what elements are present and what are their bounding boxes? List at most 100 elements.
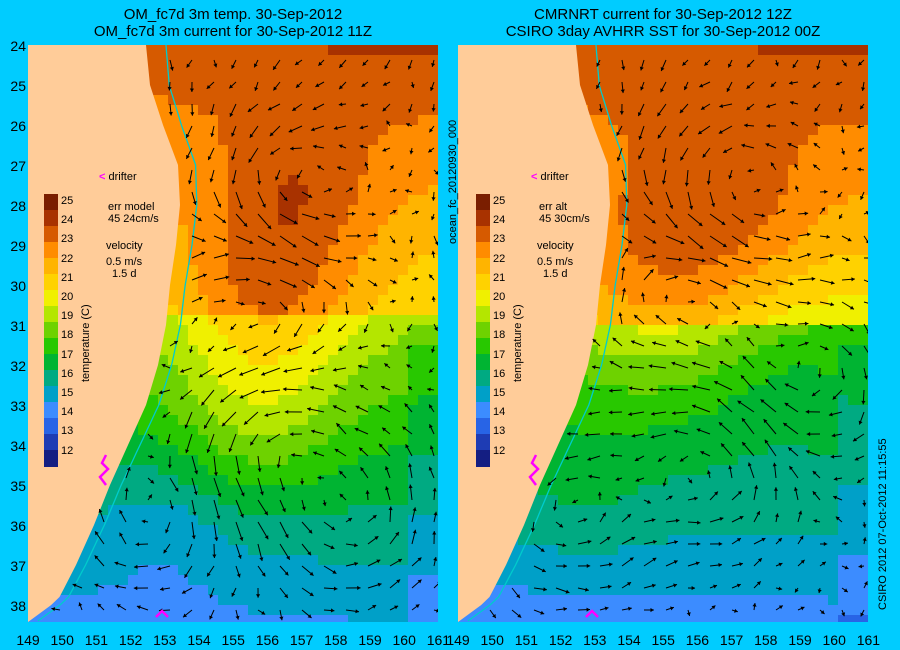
current-arrowhead xyxy=(186,553,191,558)
sst-cell xyxy=(188,175,199,186)
sst-cell xyxy=(208,335,219,346)
sst-cell xyxy=(208,465,219,476)
current-arrowhead xyxy=(114,584,119,589)
sst-cell xyxy=(278,245,289,256)
sst-cell xyxy=(808,475,819,486)
sst-cell xyxy=(368,185,379,196)
sst-cell xyxy=(788,145,799,156)
sst-cell xyxy=(248,265,259,276)
sst-cell xyxy=(768,485,779,496)
sst-cell xyxy=(658,325,669,336)
sst-cell xyxy=(398,615,409,622)
sst-cell xyxy=(228,555,239,566)
sst-cell xyxy=(638,355,649,366)
sst-cell xyxy=(288,375,299,386)
sst-cell xyxy=(338,215,349,226)
sst-cell xyxy=(208,485,219,496)
sst-cell xyxy=(208,95,219,106)
sst-cell xyxy=(328,375,339,386)
sst-cell xyxy=(618,305,629,316)
sst-cell xyxy=(728,465,739,476)
sst-cell xyxy=(168,335,179,346)
sst-cell xyxy=(228,85,239,96)
sst-cell xyxy=(308,165,319,176)
sst-cell xyxy=(248,175,259,186)
sst-cell xyxy=(228,585,239,596)
sst-cell xyxy=(658,145,669,156)
sst-cell xyxy=(198,495,209,506)
current-arrowhead xyxy=(308,194,313,198)
current-arrowhead xyxy=(389,328,394,333)
sst-cell xyxy=(698,445,709,456)
sst-cell xyxy=(368,305,379,316)
sst-cell xyxy=(758,175,769,186)
sst-cell xyxy=(198,65,209,76)
current-arrowhead xyxy=(223,347,228,352)
sst-cell xyxy=(708,355,719,366)
sst-cell xyxy=(378,245,389,256)
sst-cell xyxy=(768,55,779,66)
sst-cell xyxy=(208,405,219,416)
sst-cell xyxy=(848,305,859,316)
sst-cell xyxy=(328,315,339,326)
sst-cell xyxy=(628,435,639,446)
sst-cell xyxy=(198,205,209,216)
sst-cell xyxy=(238,455,249,466)
sst-cell xyxy=(258,205,269,216)
sst-cell xyxy=(578,445,589,456)
sst-cell xyxy=(188,215,199,226)
sst-cell xyxy=(628,445,639,456)
sst-cell xyxy=(288,165,299,176)
sst-cell xyxy=(788,445,799,456)
sst-cell xyxy=(858,295,868,306)
sst-cell xyxy=(188,165,199,176)
sst-cell xyxy=(148,525,159,536)
sst-cell xyxy=(278,315,289,326)
sst-cell xyxy=(808,135,819,146)
sst-cell xyxy=(368,115,379,126)
sst-cell xyxy=(818,55,829,66)
sst-cell xyxy=(168,525,179,536)
sst-cell xyxy=(278,285,289,296)
sst-cell xyxy=(298,85,309,96)
sst-cell xyxy=(58,595,69,606)
sst-cell xyxy=(818,475,829,486)
sst-cell xyxy=(378,205,389,216)
sst-cell xyxy=(818,315,829,326)
sst-cell xyxy=(268,265,279,276)
current-arrowhead xyxy=(162,413,167,418)
sst-cell xyxy=(358,435,369,446)
sst-cell xyxy=(618,115,629,126)
current-arrowhead xyxy=(229,112,234,117)
current-arrowhead xyxy=(321,309,327,314)
sst-cell xyxy=(148,595,159,606)
current-arrowhead xyxy=(428,466,433,471)
current-arrowhead xyxy=(220,398,225,403)
sst-cell xyxy=(318,555,329,566)
sst-cell xyxy=(828,175,839,186)
sst-cell xyxy=(598,505,609,516)
current-arrowhead xyxy=(247,108,252,112)
sst-cell xyxy=(258,515,269,526)
sst-cell xyxy=(748,245,759,256)
sst-cell xyxy=(328,485,339,496)
sst-cell xyxy=(108,515,119,526)
sst-cell xyxy=(728,235,739,246)
sst-cell xyxy=(258,605,269,616)
sst-cell xyxy=(318,235,329,246)
sst-cell xyxy=(788,495,799,506)
sst-cell xyxy=(228,285,239,296)
sst-cell xyxy=(828,445,839,456)
sst-cell xyxy=(148,85,159,96)
sst-cell xyxy=(598,315,609,326)
sst-cell xyxy=(268,45,279,56)
sst-cell xyxy=(278,465,289,476)
sst-cell xyxy=(768,185,779,196)
sst-cell xyxy=(698,325,709,336)
sst-cell xyxy=(798,375,809,386)
sst-cell xyxy=(338,155,349,166)
sst-cell xyxy=(208,245,219,256)
sst-cell xyxy=(808,185,819,196)
sst-cell xyxy=(798,105,809,116)
sst-cell xyxy=(238,295,249,306)
